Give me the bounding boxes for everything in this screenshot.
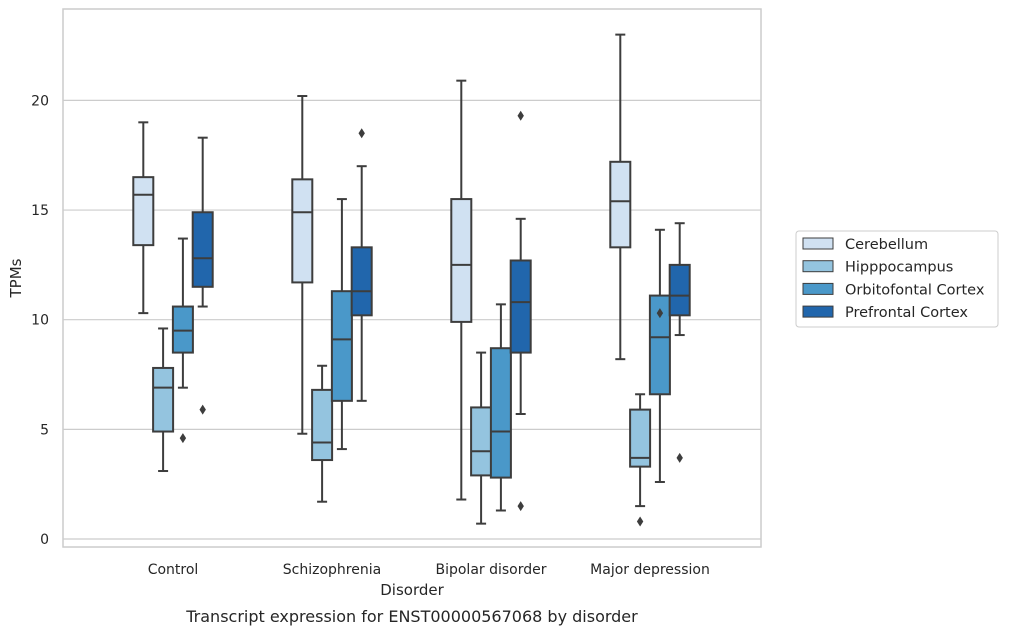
legend-swatch-2	[802, 282, 834, 295]
box-body	[132, 176, 155, 247]
x-tick-label-2: Bipolar disorder	[435, 562, 546, 578]
legend-swatch-0	[802, 237, 834, 250]
box-1-0	[152, 327, 175, 473]
box-1-3	[629, 393, 652, 527]
legend-label-3: Prefrontal Cortex	[845, 305, 968, 321]
box-body	[152, 366, 175, 433]
box-2-2	[489, 303, 512, 512]
box-1-2	[470, 351, 493, 525]
box-body	[291, 178, 314, 284]
x-tick-label-3: Major depression	[590, 562, 710, 578]
box-0-2	[450, 79, 473, 501]
box-body	[470, 406, 493, 477]
box-0-3	[609, 33, 632, 361]
box-body	[171, 305, 194, 354]
y-tick-label-5: 5	[40, 422, 49, 438]
x-tick-label-0: Control	[148, 562, 199, 578]
box-0-1	[291, 95, 314, 435]
box-body	[609, 160, 632, 249]
box-body	[350, 246, 373, 317]
legend-swatch-1	[802, 260, 834, 273]
box-body	[509, 259, 532, 354]
x-tick-labels: Control Schizophrenia Bipolar disorder Majo…	[148, 562, 710, 578]
outlier-marker	[636, 516, 644, 527]
box-3-0	[191, 136, 214, 415]
box-2-0	[171, 237, 194, 444]
y-tick-label-10: 10	[31, 313, 49, 329]
box-body	[191, 211, 214, 288]
legend-label-1: Hipppocampus	[845, 260, 953, 276]
outlier-marker	[676, 452, 683, 463]
legend-label-2: Orbitofontal Cortex	[845, 282, 985, 298]
y-tick-label-20: 20	[31, 93, 49, 109]
outlier-marker	[179, 433, 187, 444]
x-axis-title: Disorder	[380, 581, 444, 599]
legend-frame	[795, 230, 999, 328]
legend-label-0: Cerebellum	[845, 237, 928, 253]
outlier-marker	[358, 128, 365, 139]
box-3-3	[668, 222, 691, 463]
outlier-marker	[517, 110, 524, 121]
legend-entries: Cerebellum Hipppocampus Orbitofontal Corte…	[802, 237, 985, 321]
y-tick-labels: 0 5 10 15 20	[31, 93, 49, 548]
box-body	[648, 294, 671, 396]
box-series-layer	[132, 33, 691, 527]
legend: Cerebellum Hipppocampus Orbitofontal Corte…	[795, 230, 999, 328]
plot-frame	[62, 8, 762, 548]
outlier-marker	[656, 308, 664, 319]
box-body	[668, 263, 691, 317]
box-1-1	[311, 364, 334, 503]
box-body	[330, 290, 353, 402]
legend-swatch-3	[802, 305, 834, 318]
chart-caption: Transcript expression for ENST0000056706…	[185, 607, 638, 626]
box-0-0	[132, 121, 155, 315]
box-body	[489, 347, 512, 479]
box-3-1	[350, 128, 373, 402]
box-3-2	[509, 110, 532, 512]
box-body	[450, 198, 473, 323]
box-2-1	[330, 198, 353, 451]
box-2-3	[648, 228, 671, 483]
box-body	[311, 388, 334, 462]
x-tick-label-1: Schizophrenia	[283, 562, 381, 578]
outlier-marker	[199, 404, 206, 415]
y-tick-label-15: 15	[31, 203, 49, 219]
outlier-marker	[517, 501, 524, 512]
y-axis-title: TPMs	[7, 258, 25, 298]
y-tick-label-0: 0	[40, 532, 49, 548]
box-body	[629, 408, 652, 468]
